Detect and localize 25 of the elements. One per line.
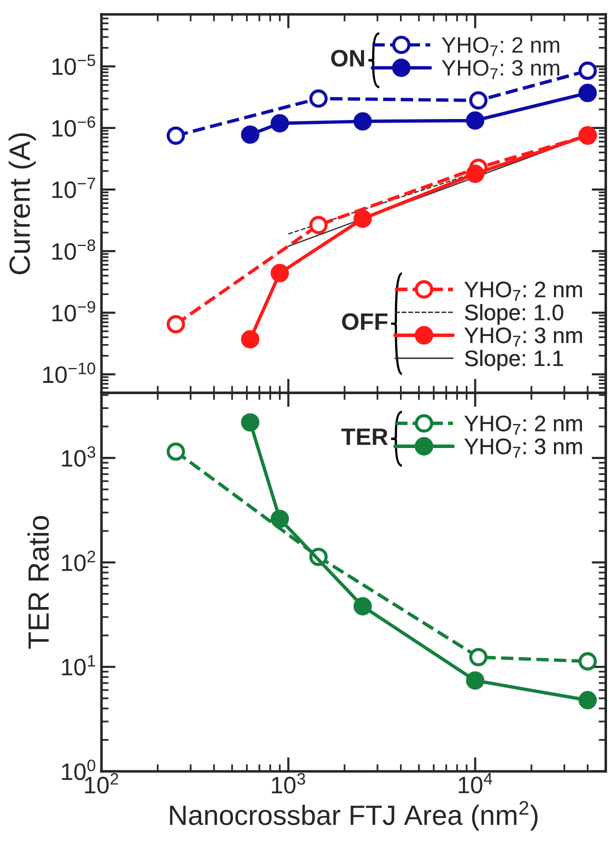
legend-label: Slope: 1.1 bbox=[465, 350, 563, 371]
y-tick-label: 10$^{−10}$ bbox=[43, 362, 96, 384]
annotation: TER bbox=[341, 428, 388, 445]
x-tick-label: 10$^{3}$ bbox=[272, 773, 306, 794]
legend-label: YHO$_{7}$: 3 nm bbox=[442, 60, 560, 80]
legend-label: YHO$_{7}$: 2 nm bbox=[464, 416, 582, 435]
y-axis-title: TER Ratio bbox=[28, 516, 49, 649]
annotation: OFF bbox=[342, 313, 388, 330]
x-axis-title: Nanocrossbar FTJ Area (nm$^{2}$) bbox=[170, 800, 538, 831]
legend-label: Slope: 1.0 bbox=[465, 304, 564, 325]
y-tick-label: 10$^{−6}$ bbox=[52, 116, 96, 137]
y-tick-label: 10$^{−9}$ bbox=[52, 300, 96, 322]
y-tick-label: 10$^{−5}$ bbox=[52, 54, 96, 75]
legend-label: YHO$_{7}$: 2 nm bbox=[442, 37, 560, 56]
y-axis-title: Current (A) bbox=[8, 133, 36, 274]
x-tick-label: 10$^{4}$ bbox=[458, 773, 492, 794]
y-tick-label: 10$^{1}$ bbox=[62, 655, 96, 676]
y-tick-label: 10$^{3}$ bbox=[62, 446, 96, 467]
y-tick-label: 10$^{2}$ bbox=[62, 550, 96, 572]
y-tick-label: 10$^{−7}$ bbox=[52, 178, 96, 198]
legend-label: YHO$_{7}$: 2 nm bbox=[464, 282, 582, 301]
y-tick-label: 10$^{−8}$ bbox=[52, 239, 96, 260]
legend-label: YHO$_{7}$: 3 nm bbox=[464, 438, 582, 458]
annotation: ON bbox=[331, 50, 364, 67]
legend-label: YHO$_{7}$: 3 nm bbox=[464, 328, 582, 347]
